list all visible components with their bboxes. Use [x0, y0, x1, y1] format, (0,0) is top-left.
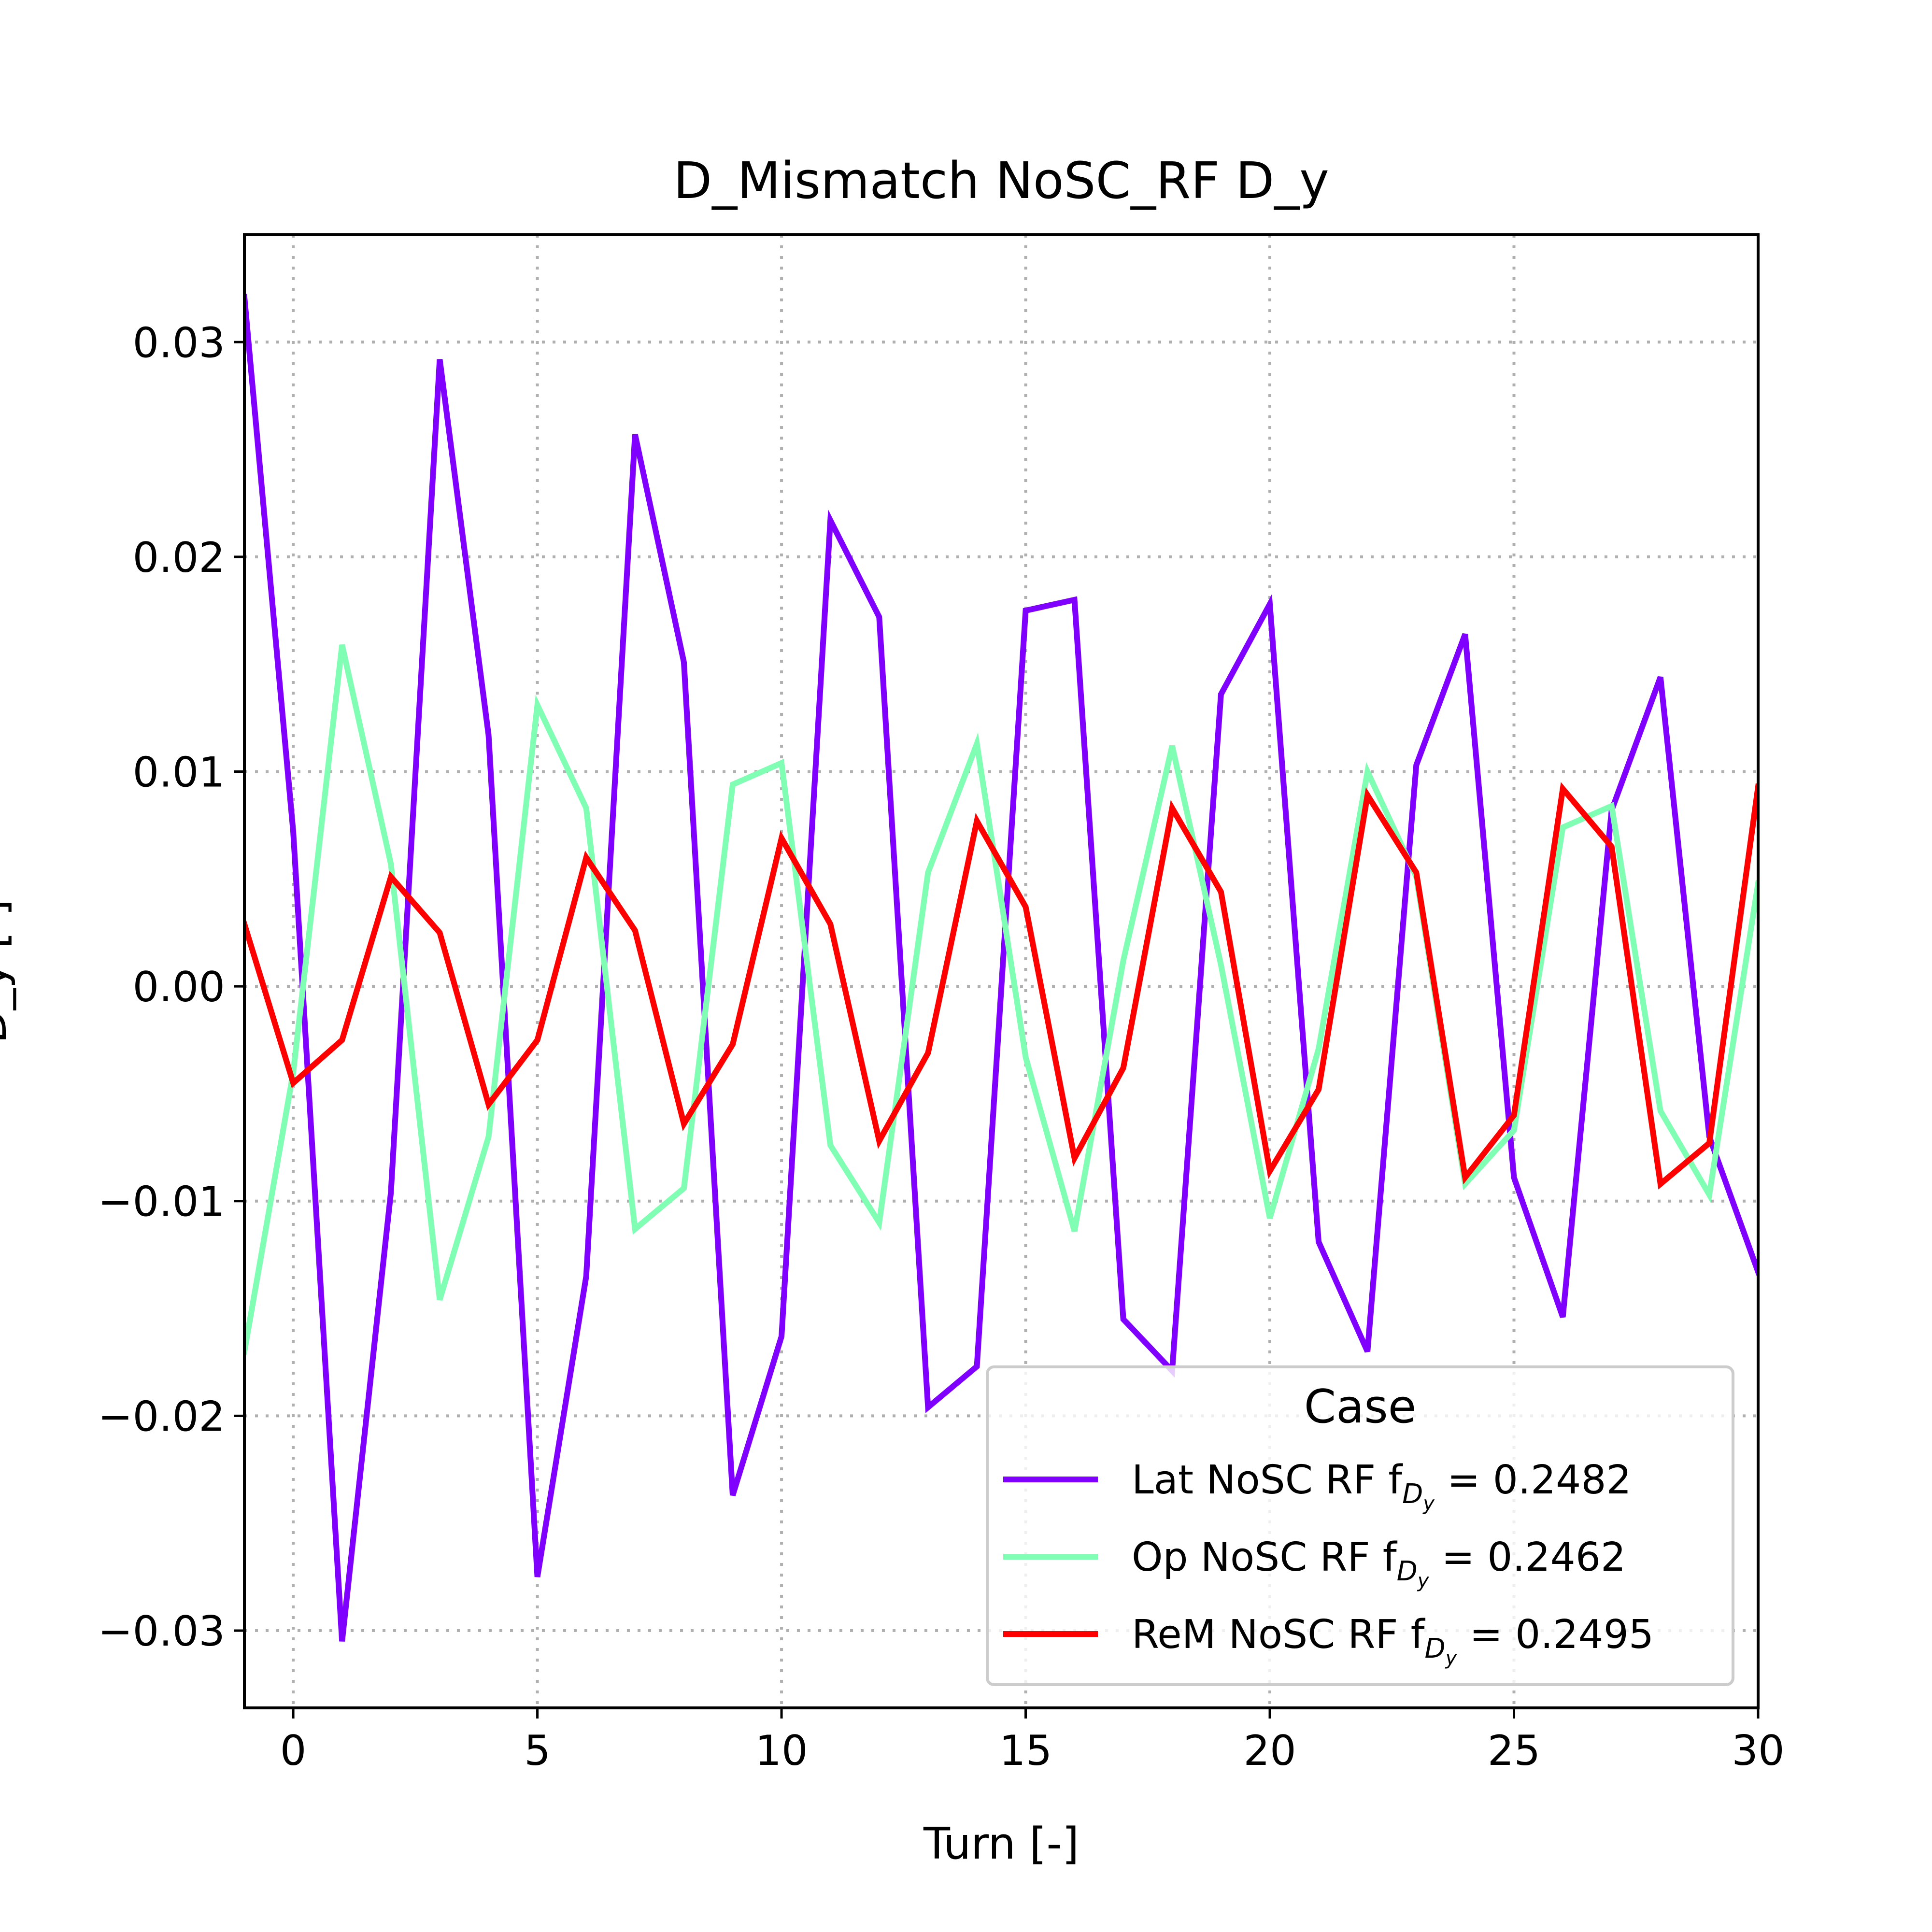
y-tick-label: −0.01: [98, 1178, 225, 1226]
plot-frame: [243, 233, 1760, 1709]
legend-entry-label: Lat NoSC RF fDy = 0.2482: [1132, 1457, 1632, 1515]
series-line-1: [244, 644, 1758, 1355]
legend-box: [986, 1365, 1734, 1686]
x-tick-label: 25: [1488, 1727, 1540, 1775]
x-tick-label: 20: [1243, 1727, 1296, 1775]
y-tick-label: 0.01: [133, 749, 225, 797]
y-tick-label: −0.03: [98, 1607, 225, 1656]
legend-entry-label: ReM NoSC RF fDy = 0.2495: [1132, 1612, 1654, 1669]
x-axis-label: Turn [-]: [923, 1818, 1079, 1869]
x-tick-label: 10: [755, 1727, 808, 1775]
y-tick-label: 0.02: [133, 534, 225, 582]
x-tick-label: 5: [524, 1727, 551, 1775]
legend: Case Lat NoSC RF fDy = 0.2482 Op NoSC RF …: [986, 1365, 1734, 1686]
y-tick-label: 0.03: [133, 319, 225, 367]
series-line-2: [244, 782, 1758, 1190]
x-tick-label: 30: [1732, 1727, 1784, 1775]
ticks: 0 5 10 15 20 25 30 −0.03 −0.02 −0.01 0.00 0.01 0.02 0…: [98, 319, 1784, 1775]
legend-entry-label: Op NoSC RF fDy = 0.2462: [1132, 1534, 1626, 1592]
x-tick-label: 15: [999, 1727, 1052, 1775]
chart-title: D_Mismatch NoSC_RF D_y: [673, 151, 1329, 210]
legend-title: Case: [1304, 1380, 1417, 1434]
y-tick-label: −0.02: [98, 1392, 225, 1441]
series-line-0: [244, 294, 1758, 1642]
x-tick-label: 0: [280, 1727, 307, 1775]
series-layer: [244, 294, 1758, 1642]
y-tick-label: 0.00: [133, 963, 225, 1011]
y-axis-label: D_y [-]: [0, 899, 16, 1044]
